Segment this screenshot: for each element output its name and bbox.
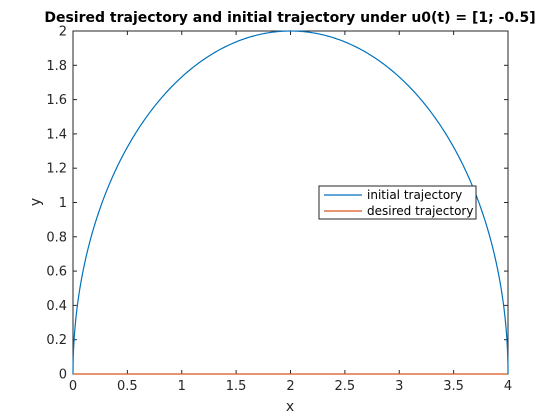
- x-tick-label: 3.5: [443, 379, 464, 394]
- chart-title: Desired trajectory and initial trajector…: [44, 10, 535, 26]
- legend-box: [318, 185, 477, 220]
- y-tick-label: 1: [59, 196, 67, 211]
- y-axis-label: y: [28, 198, 44, 206]
- y-tick-label: 0: [59, 368, 67, 383]
- y-tick-label: 1.8: [46, 59, 67, 74]
- x-tick-label: 2.5: [335, 379, 356, 394]
- x-tick-label: 0.5: [117, 379, 138, 394]
- legend-label-initial-trajectory: initial trajectory: [367, 188, 462, 202]
- x-tick-label: 1: [178, 379, 186, 394]
- x-tick-label: 3: [395, 379, 403, 394]
- x-axis: 0 0.5 1 1.5 2 2.5 3 3.5 4: [69, 31, 512, 394]
- y-tick-label: 2: [59, 25, 67, 40]
- x-tick-label: 4: [504, 379, 512, 394]
- legend-label-desired-trajectory: desired trajectory: [367, 204, 473, 218]
- y-tick-label: 0.8: [46, 230, 67, 245]
- y-tick-label: 0.2: [46, 333, 67, 348]
- y-tick-label: 1.4: [46, 127, 67, 142]
- x-tick-label: 1.5: [226, 379, 247, 394]
- y-tick-label: 1.2: [46, 162, 67, 177]
- x-tick-label: 2: [286, 379, 294, 394]
- x-axis-label: x: [286, 399, 294, 415]
- y-tick-label: 1.6: [46, 93, 67, 108]
- series-initial-trajectory-line: [72, 30, 509, 375]
- y-tick-label: 0.4: [46, 299, 67, 314]
- y-tick-label: 0.6: [46, 265, 67, 280]
- y-axis: 0 0.2 0.4 0.6 0.8 1 1.2 1.4 1.6 1.8 2: [46, 25, 508, 383]
- x-tick-label: 0: [69, 379, 77, 394]
- series-layer: [72, 30, 509, 375]
- legend: initial trajectory desired trajectory: [318, 185, 477, 220]
